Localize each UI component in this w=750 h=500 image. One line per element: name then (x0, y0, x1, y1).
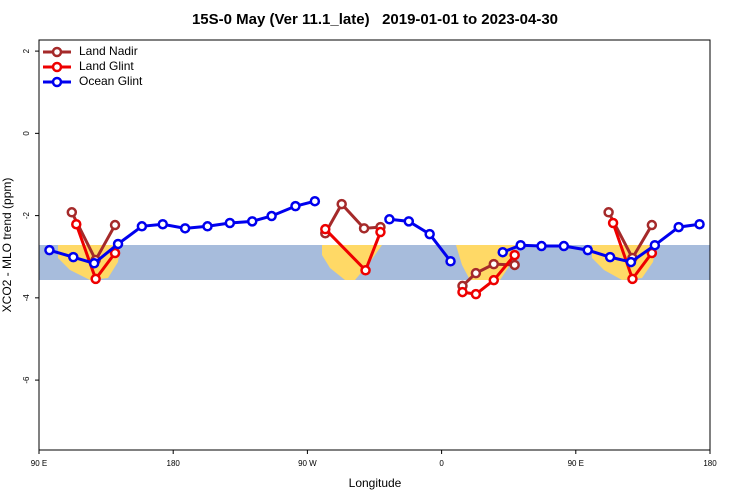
x-axis-label: Longitude (349, 476, 402, 490)
x-tick-label: 90 E (31, 459, 47, 468)
x-tick-label: 180 (167, 459, 181, 468)
point (246, 216, 258, 227)
point (445, 255, 456, 267)
point (290, 200, 301, 212)
point (90, 273, 101, 285)
land (322, 245, 382, 280)
y-tick-label: -4 (22, 294, 31, 302)
point (646, 219, 658, 231)
chart-title: 15S-0 May (Ver 11.1_late) 2019-01-01 to … (192, 11, 558, 28)
point (112, 238, 124, 250)
point (509, 249, 520, 261)
point (71, 218, 82, 230)
point (384, 214, 395, 225)
point (224, 217, 236, 229)
legend-marker (51, 61, 63, 73)
point (515, 239, 526, 251)
point (558, 240, 570, 252)
point (625, 256, 637, 268)
point (358, 223, 370, 234)
point (457, 286, 468, 298)
legend-label: Ocean Glint (79, 74, 143, 88)
y-tick-label: -2 (22, 211, 31, 219)
point (424, 228, 435, 240)
x-tick-label: 0 (439, 459, 444, 468)
legend-label: Land Nadir (79, 44, 138, 58)
y-tick-label: -6 (22, 376, 31, 384)
point (88, 258, 100, 269)
point (202, 221, 213, 232)
plot-frame (38, 39, 711, 451)
point (179, 223, 191, 234)
y-axis-label: XCO2 - MLO trend (ppm) (0, 178, 14, 313)
legend-marker (51, 76, 63, 88)
point (109, 219, 121, 231)
point (607, 217, 619, 229)
point (582, 244, 593, 256)
point (536, 240, 547, 252)
point (509, 259, 520, 271)
point (627, 273, 638, 285)
point (109, 247, 121, 259)
point (68, 251, 79, 263)
point (403, 216, 415, 227)
point (470, 288, 482, 300)
legend-label: Land Glint (79, 59, 134, 73)
point (470, 267, 482, 279)
point (649, 239, 661, 251)
y-tick-label: 2 (22, 48, 31, 53)
point (497, 246, 508, 258)
point (309, 195, 321, 207)
x-tick-label: 90 W (298, 459, 317, 468)
point (604, 251, 616, 263)
x-tick-label: 90 E (568, 459, 584, 468)
legend-marker (51, 46, 63, 58)
y-tick-label: 0 (22, 131, 31, 136)
x-tick-label: 180 (703, 459, 717, 468)
point (320, 223, 331, 235)
point (66, 207, 78, 218)
point (336, 198, 347, 210)
point (44, 244, 55, 256)
point (266, 210, 277, 222)
point (360, 265, 371, 276)
point (157, 218, 169, 230)
point (673, 221, 684, 233)
point (136, 221, 148, 232)
point (488, 258, 500, 270)
point (375, 226, 386, 238)
point (694, 218, 705, 230)
point (603, 207, 614, 218)
point (488, 274, 500, 286)
